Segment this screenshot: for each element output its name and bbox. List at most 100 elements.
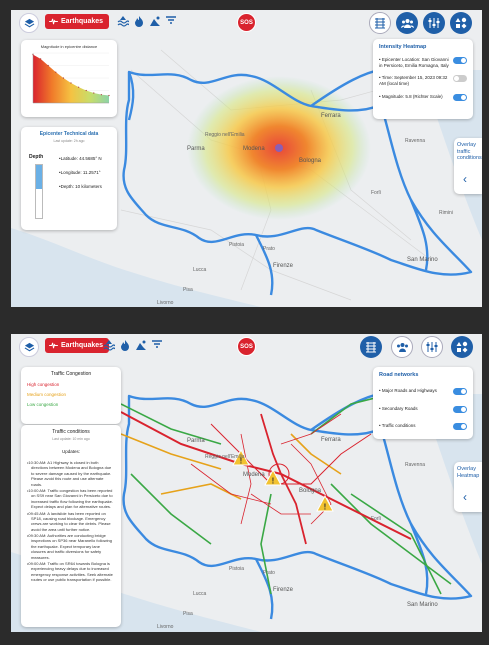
secondary-roads-toggle[interactable]	[453, 405, 467, 413]
people-icon	[396, 343, 408, 352]
map-label-modena: Modena	[243, 472, 265, 478]
layers-button[interactable]	[19, 13, 39, 33]
filter-icon[interactable]	[165, 15, 177, 27]
map-label-prato: Prato	[263, 246, 275, 252]
map-label-parma: Parma	[187, 438, 205, 444]
map-label-reggio: Reggio nell'Emilia	[205, 454, 245, 460]
magnitude-chart-panel: Magnitude in epicentre distance	[21, 40, 117, 117]
magnitude-row: Magnitude: 5.8 (Richter Scale)	[379, 93, 467, 101]
updates-list: 10:30 AM: A1 Highway is closed in both d…	[27, 460, 115, 583]
warning-icon[interactable]: !	[232, 448, 250, 466]
people-button[interactable]	[396, 12, 418, 34]
conditions-panel-subtitle: Last update: 10 min ago	[52, 437, 90, 441]
epicenter-location-text: Epicenter Location: San Giovanni in Pers…	[379, 57, 449, 68]
earthquakes-button[interactable]: Earthquakes	[45, 338, 110, 353]
congestion-medium-label: Medium congestion	[27, 392, 67, 397]
traffic-grid-button[interactable]	[369, 12, 391, 34]
map-label-modena: Modena	[243, 146, 265, 152]
chart-point	[70, 82, 72, 84]
list-item: 09:00 AM: Traffic on SR64 towards Bologn…	[27, 561, 115, 583]
epicenter-location-row: Epicenter Location: San Giovanni in Pers…	[379, 57, 467, 68]
landslide-icon[interactable]	[149, 15, 161, 27]
list-item: 10:30 AM: A1 Highway is closed in both d…	[27, 460, 115, 487]
traffic-congestion-panel: Traffic Congestion High congestion Mediu…	[21, 367, 121, 424]
map-label-forli: Forlì	[371, 190, 381, 196]
chart-title: Magnitude in epicentre distance	[40, 44, 98, 49]
overlay-traffic-tab[interactable]: Overlay traffic conditions ‹	[454, 138, 482, 194]
map-label-forli: Forlì	[371, 516, 381, 522]
earthquakes-label: Earthquakes	[61, 342, 104, 349]
grid-icon	[375, 18, 385, 29]
fire-icon[interactable]	[133, 15, 145, 27]
grid-icon	[366, 342, 376, 353]
traffic-grid-button[interactable]	[360, 336, 382, 358]
map-label-sanmarino: San Marino	[407, 257, 438, 263]
fire-icon[interactable]	[119, 339, 131, 351]
conditions-panel-title: Traffic conditions	[52, 429, 90, 435]
heatmap-screen: Parma Reggio nell'Emilia Modena Ferrara …	[11, 10, 482, 307]
map-label-firenze: Firenze	[273, 263, 294, 269]
epicenter-location-toggle[interactable]	[453, 57, 467, 64]
traffic-conditions-toggle[interactable]	[453, 423, 467, 431]
map-label-rimini: Rimini	[439, 210, 453, 216]
map-label-bologna: Bologna	[299, 158, 322, 164]
magnitude-toggle[interactable]	[453, 93, 467, 101]
shapes-button[interactable]	[450, 12, 472, 34]
map-label-ferrara: Ferrara	[321, 113, 341, 119]
sliders-button[interactable]	[423, 12, 445, 34]
filter-icon[interactable]	[151, 339, 163, 351]
chart-point	[32, 54, 34, 56]
overlay-heatmap-tab[interactable]: Overlay Heatmap ‹	[454, 462, 482, 512]
landslide-icon[interactable]	[135, 339, 147, 351]
flood-icon[interactable]	[103, 339, 115, 351]
sos-button[interactable]: SOS	[237, 337, 256, 356]
map-label-pisa: Pisa	[183, 611, 193, 617]
chart-point	[62, 77, 64, 79]
chart-point	[100, 94, 102, 96]
latitude-value: Latitude: 44.5685° N	[59, 156, 102, 161]
tech-panel-subtitle: Last update: 2h ago	[53, 139, 85, 143]
list-item: 09:30 AM: Authorities are conducting bri…	[27, 533, 115, 560]
map-label-bologna: Bologna	[299, 488, 322, 494]
people-icon	[400, 19, 414, 28]
shapes-button[interactable]	[451, 336, 473, 358]
sliders-icon	[426, 342, 438, 352]
shapes-icon	[455, 17, 467, 29]
chart-point	[108, 94, 110, 97]
list-item: 10:00 AM: Traffic congestion has been re…	[27, 488, 115, 510]
time-toggle[interactable]	[453, 75, 467, 83]
major-roads-toggle[interactable]	[453, 388, 467, 395]
layers-button[interactable]	[19, 337, 39, 357]
shapes-icon	[456, 341, 468, 353]
map-label-pisa: Pisa	[183, 287, 193, 293]
map-label-sanmarino: San Marino	[407, 602, 438, 608]
overlay-heatmap-label: Overlay Heatmap	[457, 466, 480, 479]
flood-icon[interactable]	[117, 15, 129, 27]
map-label-lucca: Lucca	[193, 591, 207, 597]
list-item: 09:45 AM: A landslide has been reported …	[27, 511, 115, 533]
map-label-pistoia: Pistoia	[229, 242, 245, 248]
congestion-high: High congestion	[27, 382, 115, 387]
tech-data-list: Latitude: 44.5685° N Longitude: 11.2571°…	[59, 156, 102, 198]
svg-text:!: !	[240, 457, 243, 466]
traffic-conditions-panel[interactable]: Traffic conditions Last update: 10 min a…	[21, 425, 121, 627]
sliders-button[interactable]	[421, 336, 443, 358]
updates-heading: Updates:	[61, 449, 80, 454]
time-row: Time: September 15, 2023 09:32 AM (local…	[379, 75, 467, 86]
earthquakes-button[interactable]: Earthquakes	[45, 14, 110, 29]
map-label-prato: Prato	[263, 570, 275, 576]
people-button[interactable]	[391, 336, 413, 358]
seismograph-icon	[49, 342, 58, 349]
sos-button[interactable]: SOS	[237, 13, 256, 32]
traffic-conditions-text: Traffic conditions	[381, 423, 416, 429]
seismograph-icon	[49, 18, 58, 25]
secondary-roads-row: Secondary Roads	[379, 405, 467, 413]
magnitude-chart	[32, 52, 110, 104]
warning-icon[interactable]: !	[264, 468, 282, 486]
chart-point	[40, 58, 42, 60]
secondary-roads-text: Secondary Roads	[381, 405, 418, 411]
map-label-pistoia: Pistoia	[229, 566, 245, 572]
warning-icon[interactable]: !	[316, 494, 334, 512]
chevron-left-icon: ‹	[463, 490, 467, 504]
high-congestion-roads	[120, 411, 412, 545]
